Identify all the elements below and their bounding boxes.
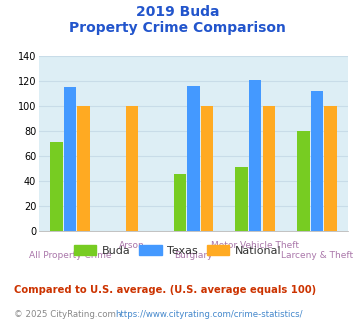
Text: Compared to U.S. average. (U.S. average equals 100): Compared to U.S. average. (U.S. average …	[14, 285, 316, 295]
Bar	[263, 106, 275, 231]
Bar	[64, 87, 76, 231]
Bar	[235, 167, 248, 231]
Bar	[126, 106, 138, 231]
Text: 2019 Buda: 2019 Buda	[136, 5, 219, 19]
Legend: Buda, Texas, National: Buda, Texas, National	[70, 241, 285, 260]
Bar	[50, 142, 62, 231]
Text: © 2025 CityRating.com -: © 2025 CityRating.com -	[14, 310, 125, 318]
Text: Arson: Arson	[119, 241, 144, 250]
Text: https://www.cityrating.com/crime-statistics/: https://www.cityrating.com/crime-statist…	[115, 310, 303, 318]
Bar	[201, 106, 213, 231]
Bar	[187, 86, 200, 231]
Bar	[297, 131, 310, 231]
Text: Motor Vehicle Theft: Motor Vehicle Theft	[211, 241, 299, 250]
Text: Property Crime Comparison: Property Crime Comparison	[69, 21, 286, 35]
Bar	[324, 106, 337, 231]
Bar	[174, 174, 186, 231]
Text: Larceny & Theft: Larceny & Theft	[281, 251, 353, 260]
Text: Burglary: Burglary	[174, 251, 213, 260]
Bar	[249, 80, 261, 231]
Text: All Property Crime: All Property Crime	[29, 251, 111, 260]
Bar	[77, 106, 90, 231]
Bar	[311, 91, 323, 231]
